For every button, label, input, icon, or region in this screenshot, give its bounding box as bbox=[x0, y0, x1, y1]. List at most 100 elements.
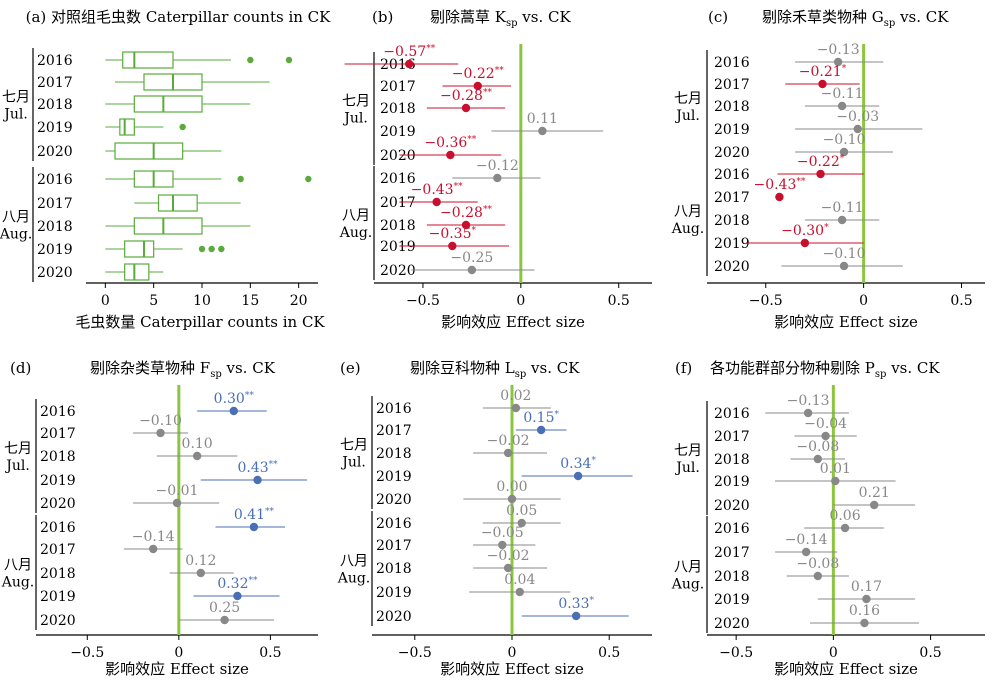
box-item bbox=[115, 73, 270, 91]
month-label-zh: 七月 bbox=[4, 441, 32, 457]
point-marker bbox=[156, 428, 165, 438]
data-label: 0.10 bbox=[182, 436, 213, 452]
data-label: 0.21 bbox=[859, 485, 890, 501]
data-label: −0.02 bbox=[487, 548, 530, 564]
year-tick-label: 2017 bbox=[380, 79, 416, 95]
data-label: −0.10 bbox=[823, 246, 866, 262]
effect-point: −0.36** bbox=[399, 135, 502, 160]
point-marker bbox=[461, 220, 471, 230]
x-axis-label: 影响效应 Effect size bbox=[105, 660, 249, 678]
year-tick-label: 2018 bbox=[37, 97, 73, 113]
data-label: −0.10 bbox=[823, 132, 866, 148]
month-label-zh: 八月 bbox=[2, 210, 30, 226]
data-label: −0.43** bbox=[753, 177, 805, 193]
box-outlier bbox=[285, 56, 293, 64]
x-tick-label: 0.5 bbox=[950, 293, 972, 309]
data-label: −0.28** bbox=[440, 88, 492, 104]
box-body bbox=[122, 51, 174, 69]
month-label-zh: 八月 bbox=[674, 560, 702, 576]
point-marker bbox=[839, 147, 849, 157]
point-marker bbox=[446, 150, 455, 160]
effect-point: −0.11 bbox=[804, 200, 880, 225]
point-marker bbox=[837, 101, 847, 111]
point-marker bbox=[833, 57, 843, 67]
panel-letter: (e) bbox=[340, 359, 361, 377]
point-marker bbox=[813, 454, 823, 464]
data-label: −0.10 bbox=[139, 413, 182, 429]
effect-point: −0.14 bbox=[775, 532, 838, 557]
box-item bbox=[105, 51, 293, 69]
effect-point: 0.11 bbox=[491, 111, 604, 136]
effect-point: −0.08 bbox=[786, 556, 849, 581]
effect-point: 0.05 bbox=[482, 503, 561, 528]
data-label: −0.13 bbox=[787, 393, 830, 409]
box-item bbox=[105, 95, 251, 113]
year-tick-label: 2020 bbox=[40, 496, 76, 512]
year-tick-label: 2016 bbox=[714, 521, 750, 537]
data-label: −0.57** bbox=[383, 44, 435, 60]
year-tick-label: 2019 bbox=[380, 124, 416, 140]
point-marker bbox=[405, 59, 414, 69]
effect-point: −0.21* bbox=[785, 64, 860, 89]
year-tick-label: 2017 bbox=[376, 538, 412, 554]
effect-point: 0.43** bbox=[200, 460, 308, 485]
point-marker bbox=[862, 594, 871, 604]
year-tick-label: 2017 bbox=[714, 190, 750, 206]
chart-title: 各功能群部分物种剔除 Psp vs. CK bbox=[710, 359, 940, 380]
data-label: −0.04 bbox=[804, 416, 847, 432]
box-body bbox=[119, 118, 135, 136]
point-marker bbox=[467, 265, 477, 275]
x-tick-label: 0 bbox=[829, 645, 838, 661]
point-marker bbox=[493, 173, 502, 183]
effect-point: 0.34* bbox=[521, 456, 633, 481]
year-tick-label: 2019 bbox=[714, 474, 750, 490]
effect-point: −0.10 bbox=[133, 413, 188, 438]
data-label: −0.13 bbox=[817, 42, 860, 58]
year-tick-label: 2016 bbox=[714, 406, 750, 422]
x-tick-label: 0 bbox=[101, 293, 110, 309]
data-label: −0.43** bbox=[411, 182, 463, 198]
point-marker bbox=[432, 197, 441, 207]
year-tick-label: 2017 bbox=[714, 429, 750, 445]
panel-letter: (d) bbox=[10, 359, 31, 377]
panel-e: (e) 剔除豆科物种 Lsp vs. CK 2016 2017 2018 2019 2020… bbox=[337, 359, 652, 678]
effect-point: −0.13 bbox=[765, 393, 849, 418]
effect-point: 0.32** bbox=[193, 576, 280, 601]
box-body bbox=[124, 240, 155, 258]
effect-point: −0.02 bbox=[473, 433, 547, 458]
year-tick-label: 2017 bbox=[37, 196, 73, 212]
point-marker bbox=[511, 403, 521, 413]
month-label-zh: 八月 bbox=[674, 204, 702, 220]
month-label-zh: 七月 bbox=[674, 91, 702, 107]
year-tick-label: 2020 bbox=[714, 498, 750, 514]
point-marker bbox=[233, 591, 242, 601]
data-label: 0.04 bbox=[504, 572, 535, 588]
point-marker bbox=[515, 587, 524, 597]
year-tick-label: 2016 bbox=[376, 516, 412, 532]
month-label-en: Jul. bbox=[4, 458, 30, 474]
point-marker bbox=[821, 431, 830, 441]
point-marker bbox=[801, 547, 811, 557]
year-tick-label: 2019 bbox=[714, 592, 750, 608]
year-tick-label: 2020 bbox=[37, 144, 73, 160]
box-body bbox=[114, 142, 184, 160]
x-tick-label: −0.5 bbox=[406, 293, 440, 309]
year-tick-label: 2018 bbox=[714, 99, 750, 115]
effect-point: 0.21 bbox=[833, 485, 916, 510]
data-label: −0.30* bbox=[781, 223, 829, 239]
data-label: 0.11 bbox=[527, 111, 558, 127]
year-tick-label: 2018 bbox=[714, 213, 750, 229]
year-tick-label: 2019 bbox=[37, 242, 73, 258]
year-tick-label: 2020 bbox=[37, 265, 73, 281]
data-label: 0.41** bbox=[234, 507, 275, 523]
point-marker bbox=[816, 169, 825, 179]
point-marker bbox=[818, 79, 827, 89]
x-axis-label: 影响效应 Effect size bbox=[774, 660, 918, 678]
x-tick-label: −0.5 bbox=[719, 645, 753, 661]
year-tick-label: 2016 bbox=[376, 401, 412, 417]
year-tick-label: 2017 bbox=[40, 542, 76, 558]
effect-point: −0.22** bbox=[442, 66, 512, 91]
point-marker bbox=[503, 448, 513, 458]
year-tick-label: 2020 bbox=[714, 259, 750, 275]
effect-point: −0.43** bbox=[753, 177, 806, 202]
